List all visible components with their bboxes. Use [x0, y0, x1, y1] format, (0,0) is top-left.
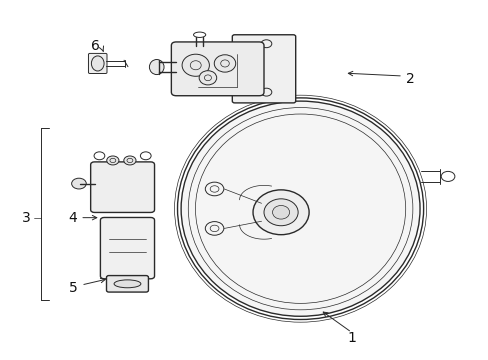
Text: 6: 6	[91, 39, 100, 53]
FancyBboxPatch shape	[106, 275, 148, 292]
Ellipse shape	[214, 55, 235, 72]
Ellipse shape	[272, 206, 289, 219]
Ellipse shape	[264, 199, 298, 226]
Ellipse shape	[149, 59, 163, 75]
FancyBboxPatch shape	[171, 42, 264, 96]
Text: 2: 2	[405, 72, 414, 86]
Text: 4: 4	[68, 211, 77, 225]
Text: 3: 3	[21, 211, 30, 225]
Ellipse shape	[123, 156, 136, 165]
Ellipse shape	[91, 56, 104, 71]
Ellipse shape	[252, 190, 308, 235]
Ellipse shape	[182, 54, 209, 76]
Ellipse shape	[114, 280, 141, 288]
Ellipse shape	[72, 178, 86, 189]
Ellipse shape	[181, 101, 419, 316]
FancyBboxPatch shape	[232, 35, 295, 103]
Ellipse shape	[199, 71, 216, 85]
FancyBboxPatch shape	[88, 53, 107, 73]
Ellipse shape	[106, 156, 119, 165]
Text: 5: 5	[68, 280, 77, 294]
FancyBboxPatch shape	[100, 217, 154, 279]
Text: 1: 1	[346, 331, 355, 345]
FancyBboxPatch shape	[90, 162, 154, 212]
